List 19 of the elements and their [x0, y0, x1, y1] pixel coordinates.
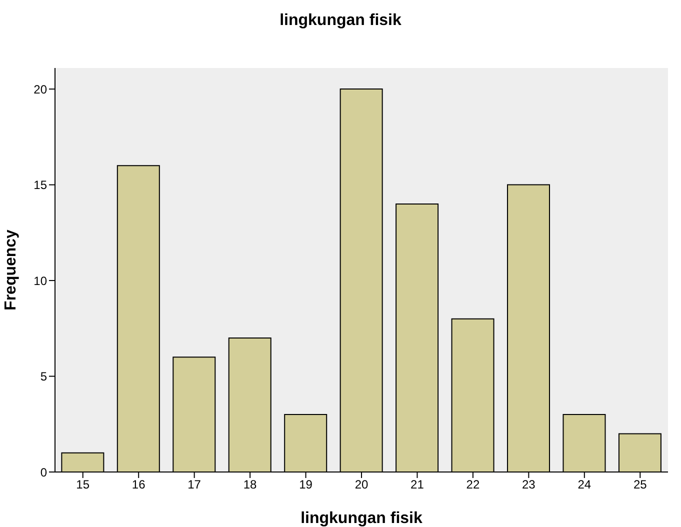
x-tick-label: 21 [410, 478, 424, 492]
chart-title: lingkungan fisik [278, 12, 402, 30]
x-tick-label: 23 [522, 478, 536, 492]
y-axis-title: Frequency [2, 229, 20, 310]
x-tick-label: 24 [578, 478, 592, 492]
x-axis-title: lingkungan fisik [300, 510, 422, 527]
x-tick-label: 15 [76, 478, 90, 492]
y-tick-label: 0 [40, 465, 48, 480]
x-tick-label: 16 [132, 478, 146, 492]
x-tick-label: 25 [633, 478, 648, 492]
x-tick-label: 17 [188, 478, 202, 492]
x-tick-label: 20 [354, 478, 368, 492]
y-tick-label: 20 [34, 82, 48, 96]
x-tick-label: 18 [243, 478, 258, 492]
y-tick-label: 15 [34, 178, 48, 192]
y-tick-label: 5 [40, 370, 48, 384]
x-tick-label: 22 [466, 478, 480, 492]
x-tick-label: 19 [299, 478, 313, 492]
y-tick-label: 10 [34, 274, 48, 288]
